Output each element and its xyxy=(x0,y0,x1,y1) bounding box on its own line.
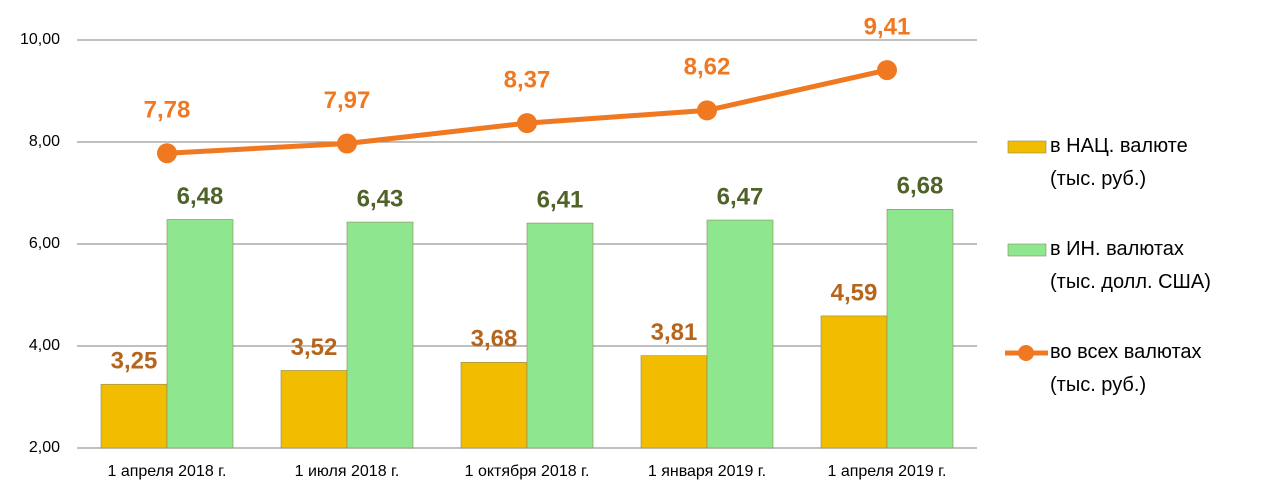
bar xyxy=(820,315,888,449)
y-tick-label: 8,00 xyxy=(29,133,60,150)
value-label: 9,41 xyxy=(864,13,911,40)
line-point xyxy=(877,60,897,81)
x-tick-label: 1 апреля 2018 г. xyxy=(108,463,227,480)
bar xyxy=(460,362,528,449)
bar xyxy=(706,219,774,449)
legend-label: в НАЦ. валюте (тыс. руб.) xyxy=(1050,135,1188,190)
value-label: 8,37 xyxy=(504,66,551,93)
legend-swatch xyxy=(1007,243,1047,257)
y-tick-label: 10,00 xyxy=(20,31,60,48)
y-tick-label: 2,00 xyxy=(29,439,60,456)
line-point xyxy=(337,133,357,154)
x-tick-label: 1 октября 2018 г. xyxy=(465,463,590,480)
value-label: 4,59 xyxy=(831,279,878,306)
bar xyxy=(280,370,348,449)
legend-swatch xyxy=(1018,345,1034,361)
y-tick-label: 6,00 xyxy=(29,235,60,252)
x-tick-label: 1 июля 2018 г. xyxy=(295,463,400,480)
value-label: 3,68 xyxy=(471,326,518,353)
bar xyxy=(640,355,708,449)
legend-label: во всех валютах (тыс. руб.) xyxy=(1050,341,1202,396)
legend-swatch xyxy=(1007,140,1047,154)
bar xyxy=(346,221,414,449)
bar xyxy=(526,222,594,449)
x-tick-label: 1 января 2019 г. xyxy=(648,463,766,480)
legend-label: в ИН. валютах (тыс. долл. США) xyxy=(1050,238,1211,293)
line-point xyxy=(517,113,537,134)
value-label: 8,62 xyxy=(684,54,731,81)
value-label: 6,48 xyxy=(177,183,224,210)
line-point xyxy=(697,100,717,121)
value-label: 6,68 xyxy=(897,173,944,200)
value-label: 6,43 xyxy=(357,185,404,212)
x-tick-label: 1 апреля 2019 г. xyxy=(828,463,947,480)
value-label: 6,41 xyxy=(537,186,584,213)
value-label: 3,81 xyxy=(651,319,698,346)
bar xyxy=(100,383,168,449)
line-point xyxy=(157,143,177,164)
bar xyxy=(166,219,234,449)
bar xyxy=(886,209,954,449)
value-label: 7,78 xyxy=(144,97,191,124)
y-tick-label: 4,00 xyxy=(29,337,60,354)
value-label: 6,47 xyxy=(717,183,764,210)
value-label: 3,25 xyxy=(111,348,158,375)
value-label: 3,52 xyxy=(291,334,338,361)
value-label: 7,97 xyxy=(324,87,371,114)
